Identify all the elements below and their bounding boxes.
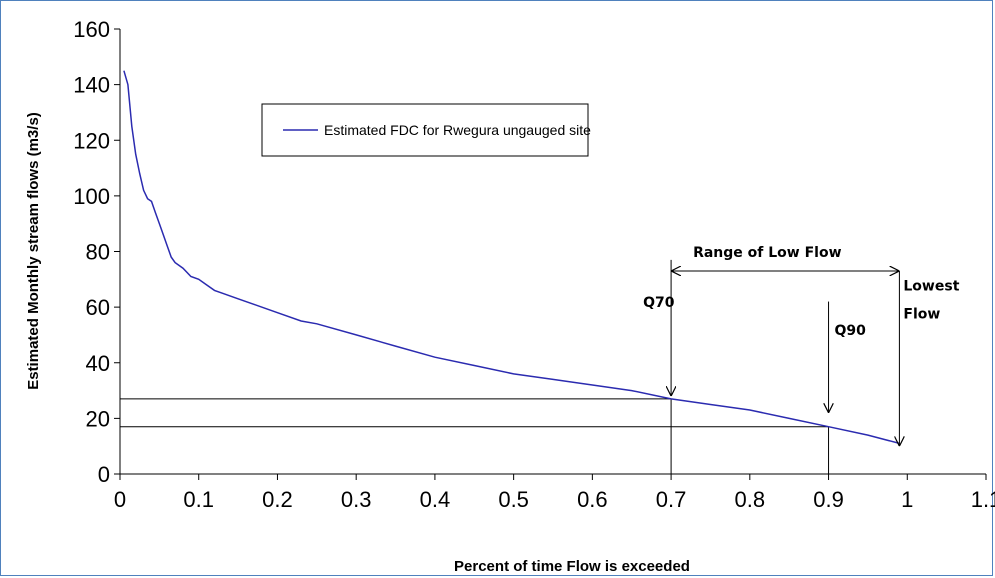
x-tick-label: 0 [114,487,126,512]
series-group [123,70,900,445]
x-tick-label: 0.3 [341,487,372,512]
y-tick-label: 120 [73,128,110,153]
x-tick-label: 0.5 [498,487,529,512]
y-tick-label: 80 [86,240,110,265]
q90-label: Q90 [835,323,867,339]
legend: Estimated FDC for Rwegura ungauged site [261,103,591,157]
reference-lines [120,398,830,474]
x-tick-label: 0.4 [420,487,451,512]
lowest-label-line2: Flow [903,306,940,322]
x-tick-label: 0.8 [735,487,766,512]
x-tick-label: 0.2 [262,487,293,512]
legend-label: Estimated FDC for Rwegura ungauged site [324,122,591,138]
x-tick-label: 0.1 [183,487,214,512]
y-axis-title: Estimated Monthly stream flows (m3/s) [25,112,42,390]
lowest-label-line1: Lowest [903,278,959,294]
x-tick-label: 0.6 [577,487,608,512]
x-tick-label: 0.7 [656,487,687,512]
q70-label: Q70 [643,295,675,311]
y-tick-label: 0 [98,462,110,487]
axes: 0 20 40 60 80 100 120 140 160 0 0.1 0.2 0.3 0.4 0.5 0.6… [73,17,995,512]
y-tick-label: 140 [73,73,110,98]
annotations: Range of Low Flow Q70 Q90 Lowest Flow [643,245,960,447]
x-tick-label: 1.1 [971,487,995,512]
y-tick-label: 100 [73,184,110,209]
y-tick-label: 20 [86,406,110,431]
x-tick-label: 1 [901,487,913,512]
y-tick-label: 160 [73,17,110,42]
y-tick-label: 60 [86,295,110,320]
range-label: Range of Low Flow [693,245,841,261]
x-tick-label: 0.9 [813,487,844,512]
series-line [123,70,900,445]
y-tick-label: 40 [86,351,110,376]
x-axis-title: Percent of time Flow is exceeded [454,558,690,575]
